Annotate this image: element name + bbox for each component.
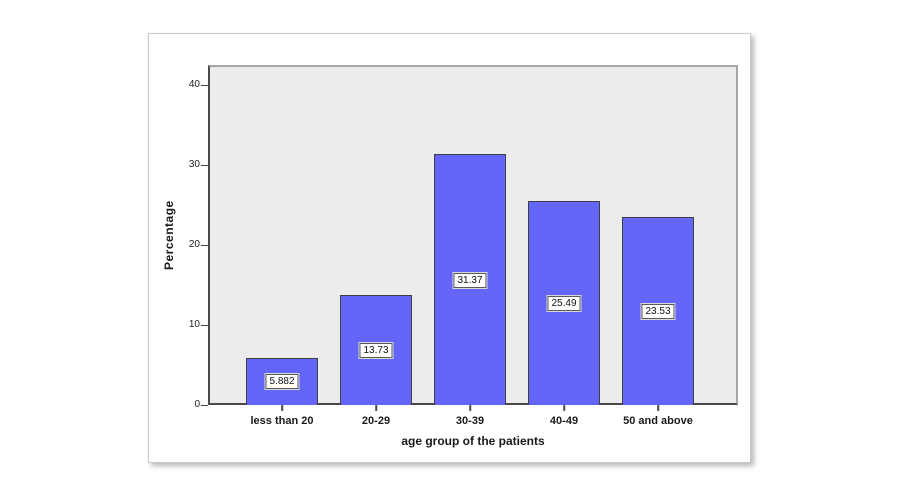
y-tick-label: 10	[188, 319, 200, 330]
x-category-label: less than 20	[250, 415, 314, 427]
y-tick-mark	[201, 404, 208, 406]
x-tick-mark	[375, 405, 377, 411]
chart-area: 0 10 20 30 40 5.882 less than 20 13.73 20-29 31.3…	[189, 65, 738, 427]
x-tick-mark	[563, 405, 565, 411]
y-tick-mark	[201, 324, 208, 326]
y-tick-mark	[201, 84, 208, 86]
x-tick-mark	[281, 405, 283, 411]
chart-card: Percentage 0 10 20 30 40 5.882 less than 20 13.…	[148, 33, 751, 463]
y-tick-label: 20	[188, 239, 200, 250]
y-tick-label: 40	[188, 79, 200, 90]
x-category-label: 50 and above	[623, 415, 693, 427]
bar-value-label: 13.73	[358, 342, 394, 360]
y-tick-label: 30	[188, 159, 200, 170]
y-tick-mark	[201, 244, 208, 246]
y-tick-mark	[201, 164, 208, 166]
y-tick-label: 0	[194, 399, 200, 410]
bar-value-label: 23.53	[640, 302, 676, 320]
bar-value-label: 5.882	[264, 373, 300, 391]
x-tick-mark	[657, 405, 659, 411]
x-tick-mark	[469, 405, 471, 411]
x-category-label: 20-29	[361, 415, 391, 427]
x-category-label: 40-49	[549, 415, 579, 427]
bar-value-label: 31.37	[452, 271, 488, 289]
bar-value-label: 25.49	[546, 295, 582, 313]
x-axis-title: age group of the patients	[401, 434, 545, 448]
y-axis-title: Percentage	[162, 200, 176, 270]
x-category-label: 30-39	[455, 415, 485, 427]
